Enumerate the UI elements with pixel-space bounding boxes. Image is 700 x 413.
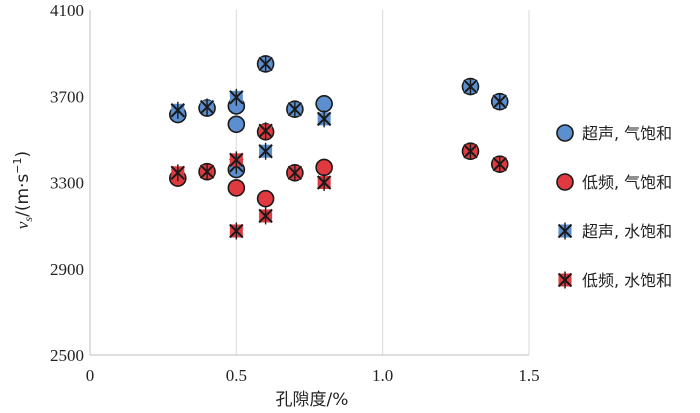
data-point [227, 115, 246, 134]
data-point [227, 179, 246, 197]
x-tick-label: 1.5 [518, 366, 539, 385]
y-tick-label: 2900 [50, 260, 84, 279]
data-point [315, 94, 333, 113]
data-point [229, 88, 244, 106]
legend-label: 低频, 气饱和 [582, 173, 672, 192]
legend-item: 超声, 水饱和 [557, 222, 672, 241]
y-tick-label: 3700 [50, 87, 84, 106]
x-tick-labels: 0 0.5 1.0 1.5 [86, 366, 540, 385]
data-point [287, 164, 303, 182]
legend-marker [557, 271, 573, 289]
grid-lines [235, 10, 530, 355]
x-tick-label: 1.0 [372, 366, 393, 385]
data-point [315, 158, 333, 177]
data-point [258, 55, 273, 73]
data-point [492, 93, 507, 111]
data-point [229, 151, 244, 169]
y-axis-title-symbol: v [13, 221, 32, 229]
y-tick-label: 2500 [50, 346, 84, 365]
data-point [256, 189, 275, 208]
data-point [170, 101, 186, 119]
series-4 [170, 122, 507, 240]
y-axis-title-subscript: s [21, 217, 35, 222]
data-point [170, 164, 186, 182]
y-tick-labels: 2500 2900 3300 3700 4100 [50, 1, 84, 365]
legend-marker [556, 173, 574, 191]
y-tick-label: 4100 [50, 1, 84, 20]
data-point [258, 207, 273, 225]
data-point [316, 174, 332, 191]
series-3 [170, 55, 507, 174]
series-2 [169, 123, 509, 208]
data-point [258, 142, 273, 160]
data-point [463, 78, 478, 96]
axes [89, 10, 529, 356]
legend-item: 低频, 水饱和 [557, 271, 672, 290]
data-point [229, 222, 244, 240]
data-point [463, 142, 478, 160]
legend-label: 低频, 水饱和 [582, 271, 672, 290]
legend-marker [556, 124, 574, 142]
x-axis-title: 孔隙度/% [276, 390, 349, 410]
x-tick-label: 0 [86, 366, 95, 385]
data-points [169, 55, 509, 240]
legend-label: 超声, 水饱和 [582, 222, 672, 241]
data-point [199, 98, 215, 116]
y-axis-title-unit-close: ) [13, 151, 33, 158]
y-axis-title-superscript: −1 [11, 158, 24, 174]
y-axis-title: vs/(m·s−1) [11, 151, 35, 229]
y-axis-title-unit: /(m·s [13, 174, 33, 217]
data-point [492, 155, 507, 173]
legend-marker [557, 222, 573, 240]
data-point [258, 122, 273, 140]
data-point [199, 163, 215, 181]
y-tick-label: 3300 [50, 174, 84, 193]
legend-item: 超声, 气饱和 [556, 124, 672, 143]
legend-label: 超声, 气饱和 [582, 124, 672, 143]
series-1 [169, 55, 509, 179]
data-point [287, 100, 303, 118]
data-point [316, 110, 332, 128]
legend-item: 低频, 气饱和 [556, 173, 672, 192]
x-tick-label: 0.5 [226, 366, 247, 385]
